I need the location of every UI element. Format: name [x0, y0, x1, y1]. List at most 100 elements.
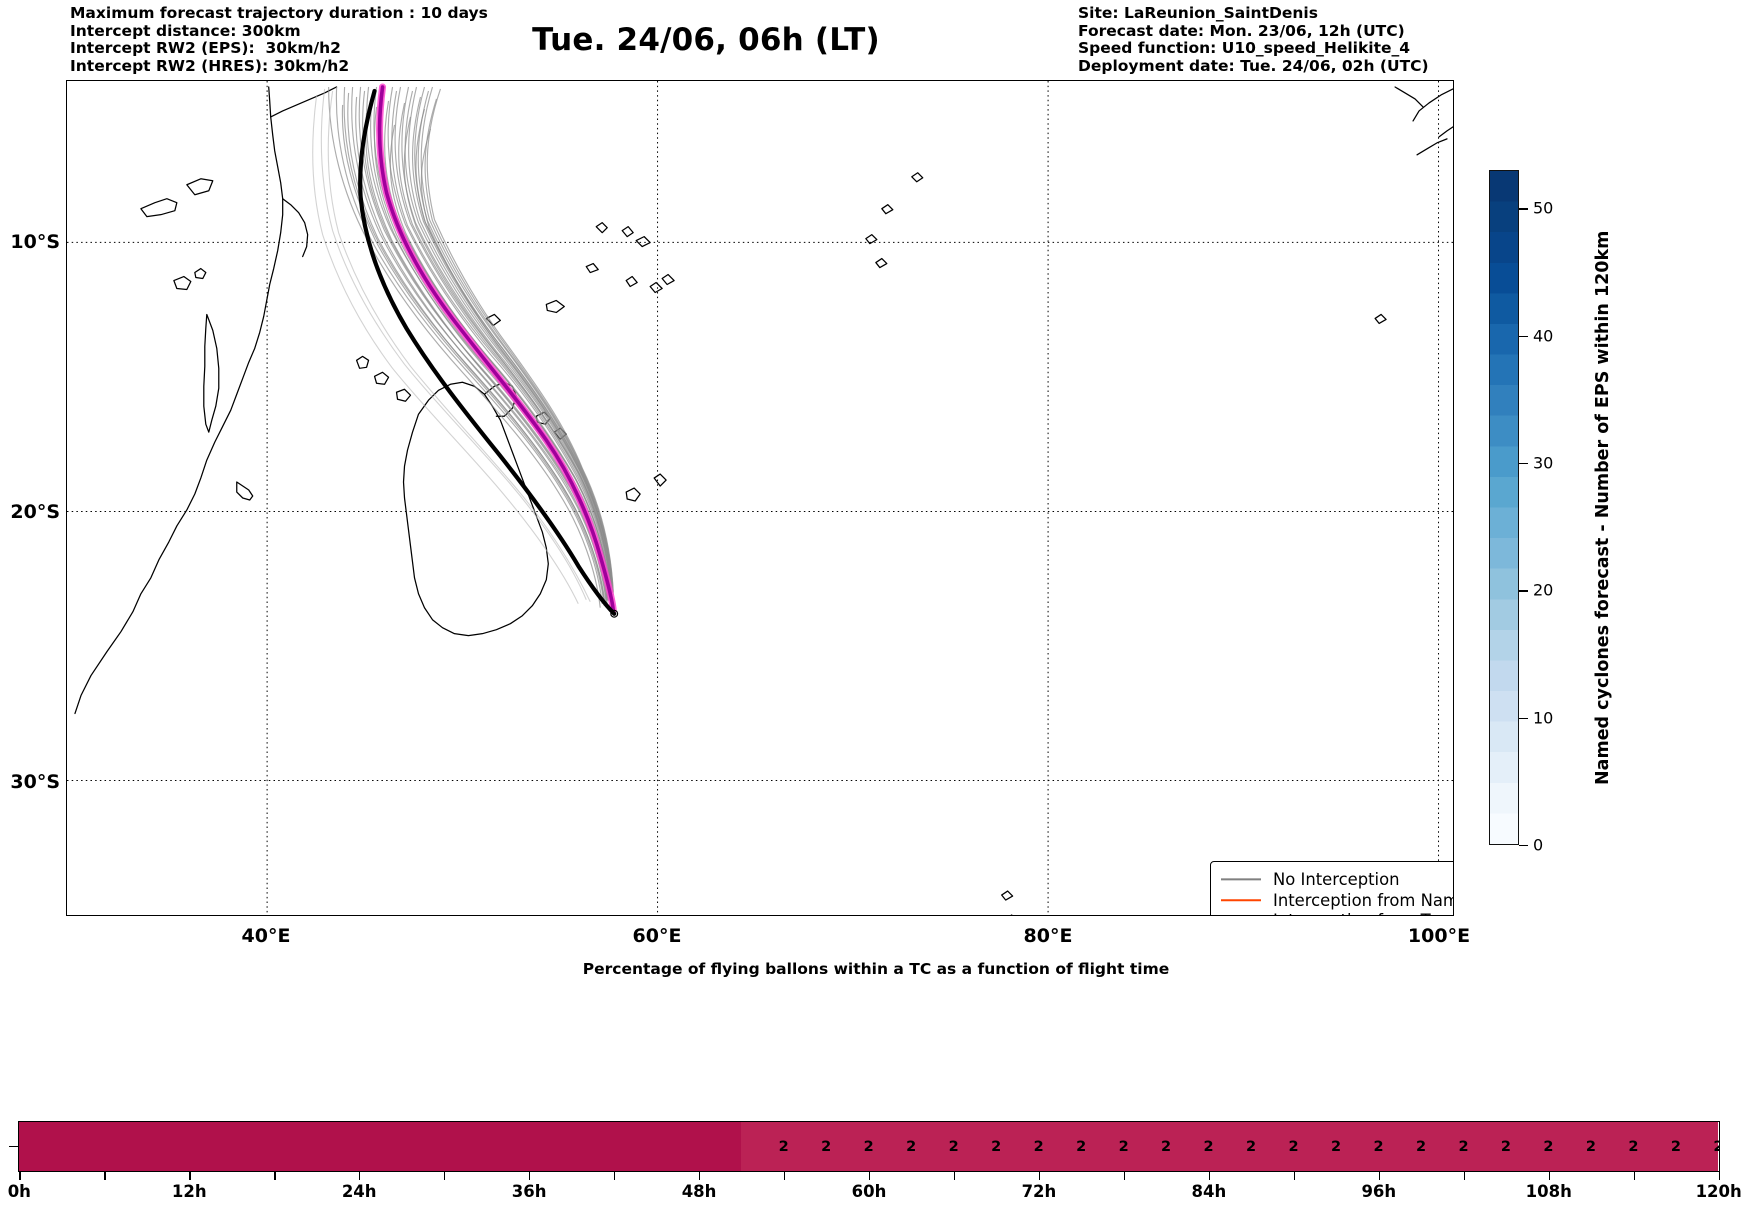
percentage-bar-plot[interactable]: 2 2 2 2 2 2 2 2 2 2 2 2 2 2 2 2 2 2 2 2 2 2 2 — [18, 1121, 1720, 1172]
percentage-segment-0 — [19, 1122, 742, 1171]
percentage-value-label: 2 — [991, 1138, 1002, 1155]
percentage-bar-ytick — [9, 1146, 18, 1148]
page-title: Tue. 24/06, 06h (LT) — [532, 22, 880, 58]
header-right-info: Site: LaReunion_SaintDenis Forecast date… — [1078, 4, 1429, 75]
percentage-value-label: 2 — [821, 1138, 832, 1155]
map-ytick-label-2: 30°S — [10, 771, 60, 793]
percentage-bar-xtick — [1038, 1172, 1041, 1180]
colorbar-tick — [1519, 335, 1528, 337]
percentage-bar-xlabel-9: 108h — [1525, 1182, 1572, 1201]
percentage-bar-xlabel-2: 24h — [341, 1182, 377, 1201]
map-xtick-label-3: 100°E — [1407, 925, 1471, 947]
percentage-value-label: 2 — [1330, 1138, 1342, 1155]
percentage-bar-xtick — [1293, 1172, 1296, 1180]
colorbar-tick-label-2: 20 — [1533, 580, 1554, 600]
analysis-track — [358, 88, 617, 616]
map-canvas — [67, 81, 1453, 915]
percentage-bar-xlabel-5: 60h — [851, 1182, 887, 1201]
percentage-value-label: 2 — [1076, 1138, 1087, 1155]
eps-outlier-trajectories — [312, 88, 591, 604]
percentage-value-label: 2 — [1500, 1138, 1512, 1155]
percentage-bar-xtick — [869, 1172, 871, 1180]
percentage-bar-xtick — [274, 1172, 276, 1180]
percentage-value-label: 2 — [1118, 1138, 1129, 1155]
percentage-bar-xtick — [1463, 1172, 1466, 1180]
percentage-value-label: 2 — [1288, 1138, 1299, 1155]
percentage-value-label: 2 — [906, 1138, 917, 1155]
percentage-bar-xlabel-3: 36h — [511, 1182, 547, 1201]
percentage-bar-xtick — [614, 1172, 616, 1180]
map-xtick-label-1: 60°E — [632, 925, 682, 947]
legend-line-swatch — [1219, 893, 1263, 907]
header-left-info: Maximum forecast trajectory duration : 1… — [70, 4, 488, 75]
legend-label: Interception from Trochoid — [1273, 911, 1453, 915]
percentage-bar-xtick — [444, 1172, 446, 1180]
percentage-value-label: 2 — [863, 1138, 874, 1155]
percentage-value-label: 2 — [1373, 1138, 1384, 1155]
percentage-bar-xlabel-10: 120h — [1695, 1182, 1742, 1201]
percentage-bar-xlabel-6: 72h — [1021, 1182, 1057, 1201]
colorbar-title: Named cyclones forecast - Number of EPS … — [1593, 230, 1613, 785]
colorbar-tick — [1519, 717, 1528, 720]
percentage-bar-xtick — [1378, 1172, 1381, 1180]
percentage-value-label: 2 — [1543, 1138, 1554, 1155]
percentage-bar-xlabel-8: 96h — [1361, 1182, 1397, 1201]
colorbar-tick — [1519, 462, 1528, 465]
percentage-segment-1 — [741, 1122, 1719, 1171]
percentage-value-label: 2 — [1033, 1138, 1044, 1155]
percentage-bar-xlabel-7: 84h — [1191, 1182, 1227, 1201]
percentage-value-label: 2 — [1203, 1138, 1214, 1155]
percentage-bar-xtick — [359, 1172, 361, 1180]
legend-row-0[interactable]: No Interception — [1219, 869, 1453, 890]
bottom-bar-title: Percentage of flying ballons within a TC… — [582, 960, 1170, 978]
legend-line-swatch — [1219, 914, 1263, 915]
percentage-bar-xlabel-1: 12h — [171, 1182, 207, 1201]
percentage-bar-xtick — [19, 1172, 21, 1180]
percentage-value-label: 2 — [778, 1138, 789, 1155]
percentage-value-label: 2 — [1628, 1138, 1639, 1155]
colorbar-tick-label-1: 10 — [1533, 708, 1554, 728]
legend-label: No Interception — [1273, 869, 1400, 889]
percentage-value-label: 2 — [1415, 1138, 1427, 1155]
legend-row-2[interactable]: Interception from Trochoid — [1219, 911, 1453, 915]
colorbar-gradient — [1489, 170, 1519, 845]
percentage-bar-xtick — [1548, 1172, 1551, 1180]
percentage-value-label: 2 — [1585, 1138, 1596, 1155]
colorbar[interactable]: 0 10 20 30 40 50 — [1489, 170, 1553, 855]
colorbar-tick-label-3: 30 — [1533, 453, 1554, 473]
percentage-value-label: 2 — [1458, 1138, 1469, 1155]
legend-row-1[interactable]: Interception from Named cyclone — [1219, 890, 1453, 911]
map-gridlines — [67, 81, 1453, 915]
percentage-bar-xtick — [699, 1172, 701, 1180]
legend-label: Interception from Named cyclone — [1273, 890, 1453, 910]
map-ytick-label-1: 20°S — [10, 501, 60, 523]
percentage-bar-xtick — [1123, 1172, 1126, 1180]
colorbar-tick-label-4: 40 — [1533, 326, 1554, 346]
colorbar-tick — [1519, 208, 1528, 210]
percentage-value-label: 2 — [948, 1138, 959, 1155]
legend-line-swatch — [1219, 872, 1263, 886]
percentage-bar-xtick — [784, 1172, 786, 1180]
tc-observation-markers — [610, 609, 619, 618]
map-xtick-label-0: 40°E — [241, 925, 291, 947]
percentage-bar-xtick — [1718, 1172, 1720, 1180]
percentage-bar-xlabel-0: 0h — [7, 1182, 31, 1201]
map-ytick-label-0: 10°S — [10, 231, 60, 253]
coastlines — [74, 86, 1453, 915]
percentage-bar-xlabel-4: 48h — [681, 1182, 717, 1201]
colorbar-tick-label-0: 0 — [1533, 835, 1544, 855]
colorbar-tick — [1519, 590, 1528, 592]
percentage-bar-xtick — [1633, 1172, 1636, 1180]
percentage-bar-xtick — [1208, 1172, 1211, 1180]
percentage-bar-xtick — [953, 1172, 956, 1180]
percentage-bar-xtick — [529, 1172, 531, 1180]
percentage-value-label: 2 — [1161, 1138, 1172, 1155]
colorbar-tick — [1519, 845, 1528, 847]
percentage-bar-xtick — [104, 1172, 106, 1180]
percentage-value-label: 2 — [1713, 1139, 1719, 1155]
percentage-bar-xtick — [189, 1172, 191, 1180]
colorbar-tick-label-5: 50 — [1533, 198, 1554, 218]
hres-track — [377, 85, 616, 612]
